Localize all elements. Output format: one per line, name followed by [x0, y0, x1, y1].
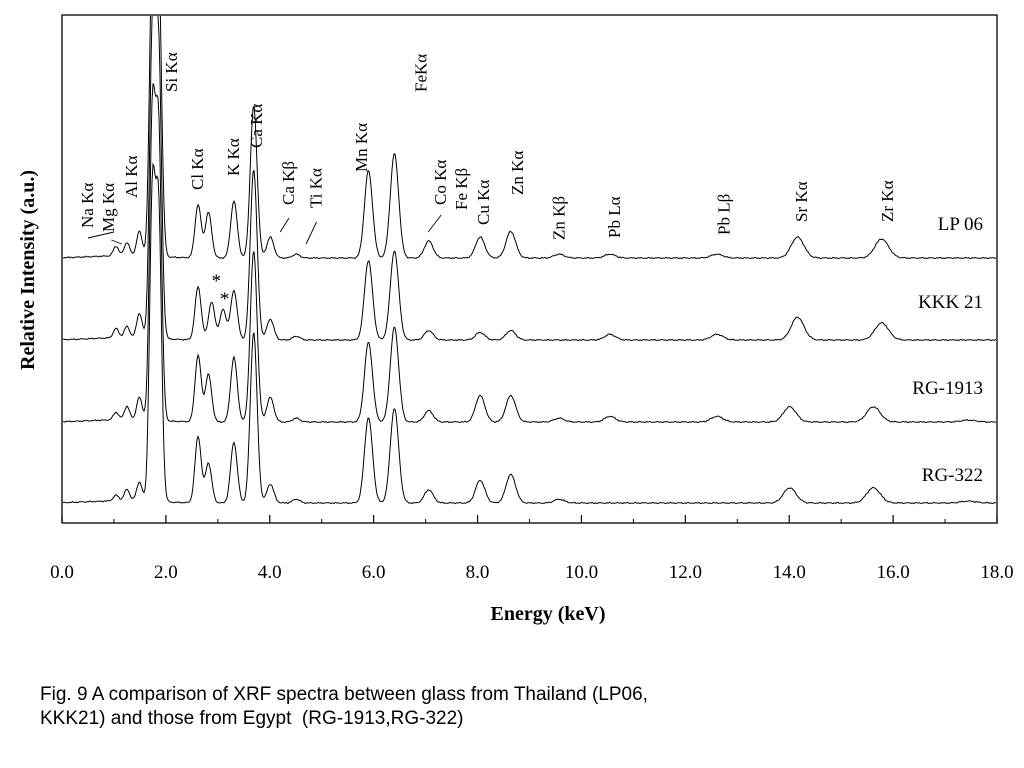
peak-label: Zn Kβ: [550, 196, 569, 240]
x-tick-label: 8.0: [466, 562, 490, 583]
peak-label: Ca Kβ: [279, 161, 298, 205]
y-axis-title: Relative Intensity (a.u.): [17, 170, 39, 370]
peak-label: Sr Kα: [792, 181, 811, 222]
figure-caption: Fig. 9 A comparison of XRF spectra betwe…: [40, 683, 940, 731]
peak-label: Si Kα: [162, 52, 181, 92]
peak-label: Cu Kα: [474, 180, 493, 225]
spectra-group: [62, 16, 997, 505]
x-axis: 0.0 2.0 4.0 6.0 8.0 10.0 12.0 14.0 16.0 18.0: [50, 515, 1014, 583]
peak-leader-line: [427, 214, 442, 233]
annotations: **: [212, 271, 230, 310]
peak-label: Co Kα: [431, 160, 450, 205]
x-tick-label: 2.0: [154, 562, 178, 583]
x-tick-label: 10.0: [565, 562, 598, 583]
series-label: KKK 21: [918, 292, 983, 313]
series-label: RG-1913: [912, 378, 983, 399]
plot-frame: [61, 14, 998, 524]
caption-line-1: Fig. 9 A comparison of XRF spectra betwe…: [40, 684, 648, 705]
x-tick-label: 4.0: [258, 562, 282, 583]
peak-label: Mg Kα: [99, 183, 118, 232]
series-labels: LP 06 KKK 21 RG-1913 RG-322: [912, 214, 983, 486]
peak-label: Na Kα: [78, 183, 97, 228]
asterisk-annotation: *: [212, 271, 222, 292]
xrf-spectra-chart: 0.0 2.0 4.0 6.0 8.0 10.0 12.0 14.0 16.0 18.0 LP 0…: [17, 14, 1014, 625]
series-label: RG-322: [922, 465, 983, 486]
spectrum-line: [62, 83, 997, 424]
spectrum-line: [63, 16, 997, 342]
peak-leader-line: [87, 231, 115, 239]
x-axis-title: Energy (keV): [491, 603, 606, 625]
peak-label: Zn Kα: [508, 151, 527, 195]
x-tick-label: 14.0: [773, 562, 806, 583]
peak-leader-line: [111, 239, 122, 245]
peak-label: Al Kα: [122, 155, 141, 198]
peak-label: Ti Kα: [307, 168, 326, 208]
peak-label: Fe Kβ: [452, 168, 471, 210]
spectrum-line: [62, 162, 997, 505]
peak-label: K Kα: [224, 138, 243, 176]
peak-label: Cl Kα: [188, 148, 207, 190]
asterisk-annotation: *: [220, 289, 230, 310]
peak-label: Pb Lβ: [714, 194, 733, 235]
x-tick-label: 16.0: [876, 562, 909, 583]
x-tick-label: 12.0: [669, 562, 702, 583]
peak-leader-line: [279, 217, 290, 233]
peak-label: Zr Kα: [878, 180, 897, 222]
peak-leader-line: [305, 221, 317, 245]
peak-label: Ca Kα: [247, 104, 266, 148]
x-tick-label: 6.0: [362, 562, 386, 583]
x-tick-label: 0.0: [50, 562, 74, 583]
caption-line-2: KKK21) and those from Egypt (RG-1913,RG-…: [40, 708, 464, 729]
peak-label: FeKα: [412, 54, 431, 92]
peak-label: Mn Kα: [352, 123, 371, 172]
spectrum-line: [62, 16, 997, 260]
series-label: LP 06: [938, 214, 983, 235]
x-tick-label: 18.0: [980, 562, 1013, 583]
peak-label: Pb Lα: [605, 196, 624, 238]
